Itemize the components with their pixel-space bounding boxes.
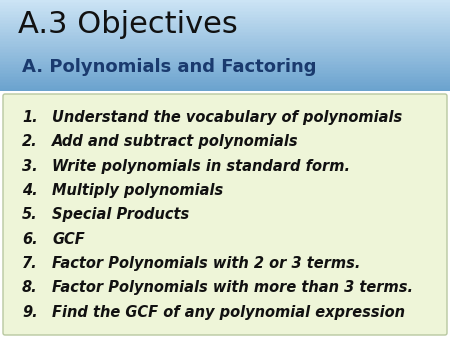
Bar: [0, 64, 450, 65]
Bar: [0, 9, 450, 10]
Text: 4.: 4.: [22, 183, 38, 198]
Bar: [0, 14, 450, 15]
Bar: [0, 53, 450, 55]
Bar: [0, 23, 450, 24]
Bar: [0, 47, 450, 49]
Bar: [0, 3, 450, 4]
Bar: [0, 50, 450, 52]
Bar: [0, 68, 450, 70]
Text: 6.: 6.: [22, 232, 38, 247]
Bar: [0, 79, 450, 80]
Bar: [0, 59, 450, 61]
FancyBboxPatch shape: [3, 94, 447, 335]
Bar: [0, 30, 450, 32]
Bar: [0, 15, 450, 17]
Bar: [0, 27, 450, 29]
Bar: [0, 35, 450, 37]
Bar: [0, 73, 450, 74]
Bar: [0, 70, 450, 71]
Bar: [0, 0, 450, 1]
Bar: [0, 7, 450, 9]
Bar: [0, 12, 450, 14]
Bar: [0, 44, 450, 46]
Text: 2.: 2.: [22, 134, 38, 149]
Bar: [0, 43, 450, 44]
Bar: [0, 65, 450, 67]
Bar: [0, 1, 450, 3]
Bar: [0, 82, 450, 83]
Bar: [0, 26, 450, 27]
Bar: [0, 4, 450, 6]
Bar: [0, 85, 450, 87]
Text: Factor Polynomials with more than 3 terms.: Factor Polynomials with more than 3 term…: [52, 280, 413, 295]
Bar: [0, 67, 450, 68]
Bar: [0, 29, 450, 30]
Text: 8.: 8.: [22, 280, 38, 295]
Bar: [0, 52, 450, 53]
Bar: [0, 76, 450, 77]
Bar: [0, 33, 450, 35]
Bar: [0, 32, 450, 33]
Text: Add and subtract polynomials: Add and subtract polynomials: [52, 134, 299, 149]
Bar: [0, 17, 450, 18]
Text: 7.: 7.: [22, 256, 38, 271]
Text: A.3 Objectives: A.3 Objectives: [18, 10, 238, 39]
Bar: [0, 55, 450, 56]
Bar: [0, 61, 450, 62]
Text: 3.: 3.: [22, 159, 38, 174]
Bar: [0, 24, 450, 26]
Bar: [0, 71, 450, 73]
Bar: [0, 37, 450, 38]
Bar: [0, 38, 450, 40]
Bar: [0, 77, 450, 79]
Bar: [0, 88, 450, 90]
Bar: [0, 62, 450, 64]
Text: 5.: 5.: [22, 207, 38, 222]
Bar: [0, 58, 450, 59]
Bar: [0, 20, 450, 21]
Text: 9.: 9.: [22, 305, 38, 320]
Text: Understand the vocabulary of polynomials: Understand the vocabulary of polynomials: [52, 110, 402, 125]
Text: GCF: GCF: [52, 232, 85, 247]
Text: 1.: 1.: [22, 110, 38, 125]
Bar: [0, 49, 450, 50]
Bar: [0, 83, 450, 85]
Text: Special Products: Special Products: [52, 207, 189, 222]
Bar: [0, 6, 450, 7]
Bar: [0, 74, 450, 76]
Bar: [0, 87, 450, 88]
Text: Factor Polynomials with 2 or 3 terms.: Factor Polynomials with 2 or 3 terms.: [52, 256, 360, 271]
Bar: [0, 41, 450, 43]
Bar: [0, 18, 450, 20]
Bar: [0, 80, 450, 82]
Bar: [0, 21, 450, 23]
Text: Find the GCF of any polynomial expression: Find the GCF of any polynomial expressio…: [52, 305, 405, 320]
Text: Multiply polynomials: Multiply polynomials: [52, 183, 223, 198]
Bar: [0, 10, 450, 12]
Bar: [0, 40, 450, 41]
Text: A. Polynomials and Factoring: A. Polynomials and Factoring: [22, 58, 316, 76]
Text: Write polynomials in standard form.: Write polynomials in standard form.: [52, 159, 350, 174]
Bar: [0, 90, 450, 91]
Bar: [0, 46, 450, 47]
Bar: [0, 56, 450, 58]
